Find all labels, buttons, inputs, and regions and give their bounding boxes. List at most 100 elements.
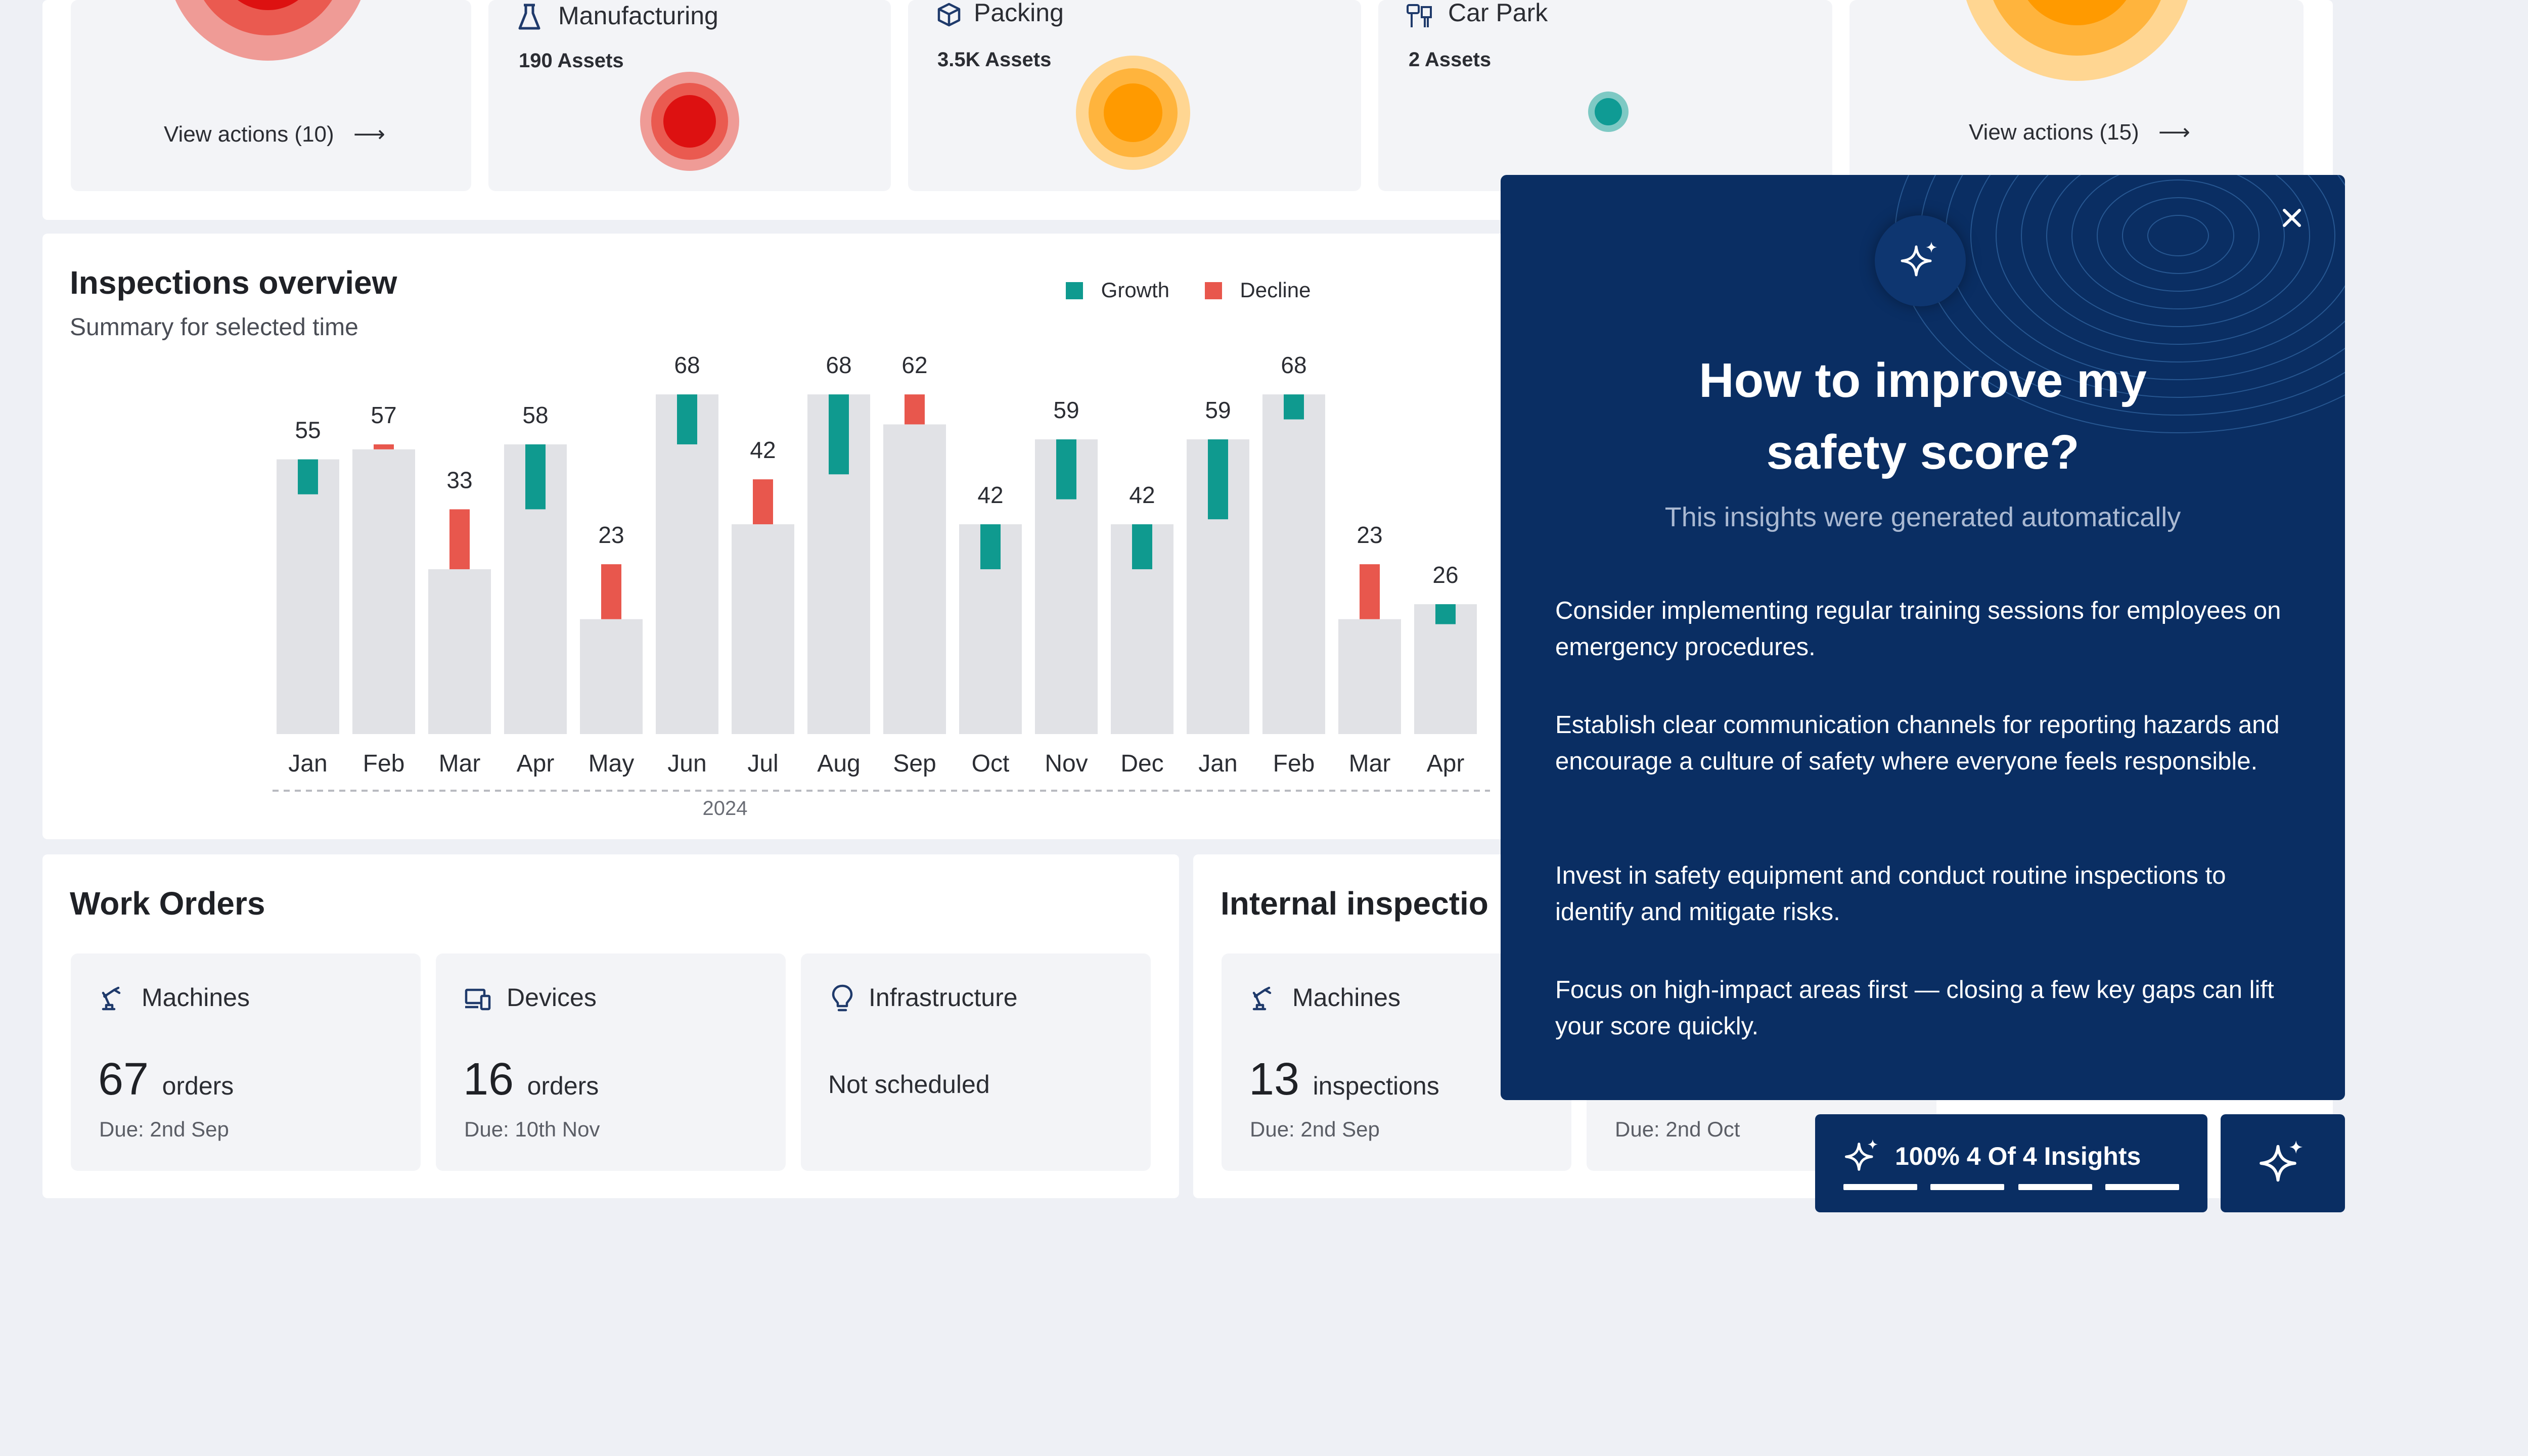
legend-growth-label: Growth: [1101, 278, 1170, 302]
robot-arm-icon: [1252, 986, 1272, 1011]
due-date: Due: 10th Nov: [464, 1117, 600, 1141]
site-assets: 190 Assets: [519, 50, 624, 72]
bar-feb-1[interactable]: [352, 449, 415, 734]
month-label: May: [589, 750, 635, 777]
bar-jul-6[interactable]: [732, 524, 794, 734]
order-count: 16: [463, 1054, 514, 1105]
site-name: Packing: [974, 0, 1064, 27]
month-label: Oct: [972, 750, 1010, 777]
card-label: Machines: [1292, 983, 1401, 1012]
view-actions-link[interactable]: View actions (15): [1969, 120, 2139, 145]
insights-title-line2: safety score?: [1766, 425, 2080, 479]
bar-feb-13[interactable]: [1262, 394, 1325, 734]
value-label: 55: [295, 417, 321, 443]
due-date: Due: 2nd Sep: [1250, 1117, 1380, 1141]
site-card-packing[interactable]: Packing 3.5K Assets: [908, 0, 1361, 191]
box-icon: [937, 3, 961, 27]
growth-indicator: [1435, 604, 1456, 624]
insight-point-1: Consider implementing regular training s…: [1555, 597, 2281, 661]
progress-segment: [2105, 1184, 2179, 1190]
site-card-car-park[interactable]: Car Park 2 Assets: [1378, 0, 1832, 191]
bar-apr-15[interactable]: [1414, 604, 1477, 734]
sparkle-icon: [1844, 1139, 1878, 1171]
growth-indicator: [1132, 524, 1152, 569]
bar-may-4[interactable]: [580, 619, 643, 734]
bar-jun-5[interactable]: [656, 394, 718, 734]
month-label: Feb: [363, 750, 405, 777]
work-order-card-machines[interactable]: Machines 67 orders Due: 2nd Sep: [71, 953, 421, 1171]
value-label: 68: [826, 352, 851, 378]
site-card-1[interactable]: View actions (10) ⟶: [71, 0, 471, 191]
score-dot-orange: [1076, 56, 1190, 170]
view-actions-link[interactable]: View actions (10): [164, 122, 334, 147]
sparkle-icon: [1901, 242, 1937, 277]
close-button[interactable]: [2274, 200, 2310, 236]
month-label: Jan: [288, 750, 327, 777]
progress-segment: [1930, 1184, 2004, 1190]
month-label: Sep: [893, 750, 936, 777]
card-label: Machines: [142, 983, 250, 1012]
value-label: 59: [1053, 397, 1079, 423]
insight-point-4: Focus on high-impact areas first — closi…: [1555, 976, 2274, 1040]
month-label: Aug: [817, 750, 860, 777]
status-not-scheduled: Not scheduled: [828, 1070, 990, 1099]
growth-indicator: [1208, 439, 1228, 520]
month-label: Apr: [517, 750, 555, 777]
decline-indicator: [905, 394, 925, 425]
sparkle-icon: [2260, 1140, 2303, 1182]
insight-point-2: Establish clear communication channels f…: [1555, 711, 2280, 775]
work-order-card-devices[interactable]: Devices 16 orders Due: 10th Nov: [436, 953, 786, 1171]
decline-indicator: [601, 564, 621, 619]
decline-indicator: [1360, 564, 1380, 619]
month-label: Dec: [1120, 750, 1163, 777]
site-assets: 2 Assets: [1409, 49, 1492, 71]
card-label: Infrastructure: [869, 983, 1018, 1012]
value-label: 23: [598, 522, 624, 548]
growth-indicator: [980, 524, 1001, 569]
value-label: 58: [522, 402, 548, 428]
score-dot-orange: [1966, 0, 2188, 81]
bar-jan-0[interactable]: [277, 459, 339, 734]
value-label: 42: [750, 437, 776, 463]
month-label: Jan: [1198, 750, 1237, 777]
chart-legend: Growth Decline: [1066, 278, 1311, 302]
inspections-title: Inspections overview: [70, 264, 397, 301]
insights-panel: How to improve my safety score? This ins…: [1501, 175, 2345, 1100]
car-park-icon: [1407, 4, 1432, 27]
insight-point-3: Invest in safety equipment and conduct r…: [1555, 862, 2226, 926]
value-label: 68: [674, 352, 700, 378]
work-orders-title: Work Orders: [70, 885, 265, 922]
year-label: 2024: [703, 797, 748, 820]
bar-sep-8[interactable]: [883, 424, 946, 734]
value-label: 23: [1357, 522, 1382, 548]
decline-indicator: [753, 479, 773, 525]
site-name: Car Park: [1448, 0, 1548, 27]
value-label: 26: [1432, 562, 1458, 588]
insights-progress-button[interactable]: 100% 4 Of 4 Insights: [1815, 1114, 2207, 1212]
site-card-manufacturing[interactable]: Manufacturing 190 Assets: [488, 0, 891, 191]
work-order-card-infrastructure[interactable]: Infrastructure Not scheduled: [801, 953, 1151, 1171]
decline-indicator: [449, 509, 470, 569]
value-label: 59: [1205, 397, 1231, 423]
decline-indicator: [374, 444, 394, 449]
score-dot-red: [175, 0, 361, 61]
growth-indicator: [298, 459, 318, 494]
arrow-right-icon: ⟶: [2158, 120, 2190, 145]
progress-segment: [1843, 1184, 1917, 1190]
bar-mar-2[interactable]: [428, 569, 491, 734]
month-label: Mar: [439, 750, 481, 777]
value-label: 42: [977, 482, 1003, 508]
site-name: Manufacturing: [558, 2, 718, 30]
ai-insights-button[interactable]: [2221, 1114, 2345, 1212]
site-assets: 3.5K Assets: [937, 49, 1052, 71]
growth-indicator: [525, 444, 546, 510]
growth-indicator: [1056, 439, 1076, 499]
value-label: 57: [371, 402, 396, 428]
bar-mar-14[interactable]: [1338, 619, 1401, 734]
insights-title-line1: How to improve my: [1699, 353, 2147, 407]
month-label: Feb: [1273, 750, 1315, 777]
flask-icon: [518, 4, 540, 30]
site-card-5[interactable]: View actions (15) ⟶: [1849, 0, 2304, 191]
month-label: Apr: [1427, 750, 1465, 777]
